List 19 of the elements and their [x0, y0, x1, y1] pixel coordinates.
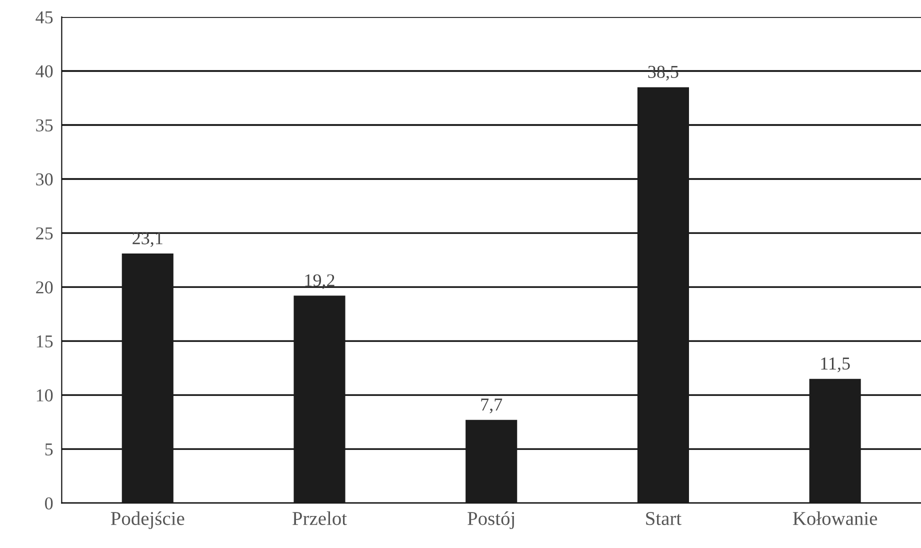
y-tick-label: 10: [36, 389, 53, 402]
y-tick-label: 5: [45, 443, 53, 456]
x-tick-label: Przelot: [292, 511, 347, 526]
data-label: 7,7: [481, 398, 502, 414]
y-tick-label: 35: [36, 119, 53, 132]
data-label: 23,1: [132, 232, 162, 247]
y-tick-label: 0: [45, 497, 53, 510]
x-tick-label: Start: [646, 512, 682, 526]
y-tick-label: 40: [36, 65, 53, 78]
data-label: 19,2: [305, 274, 334, 290]
y-tick-label: 30: [36, 173, 53, 186]
data-label: 11,5: [821, 358, 850, 372]
y-tick-label: 25: [36, 227, 53, 240]
x-tick-label: Postój: [468, 511, 514, 530]
y-tick-label: 20: [36, 281, 53, 294]
y-tick-label: 15: [36, 335, 53, 348]
x-tick-label: Podejście: [110, 511, 184, 530]
y-tick-label: 45: [36, 11, 53, 24]
x-tick-label: Kołowanie: [792, 511, 878, 526]
